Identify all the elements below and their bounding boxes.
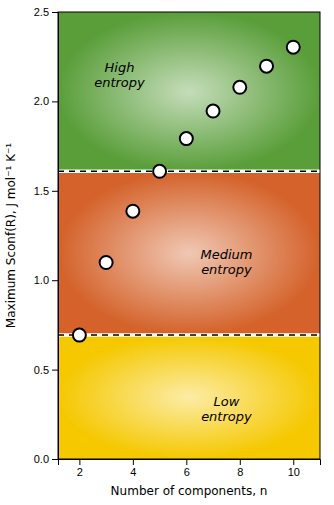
tick-mark <box>133 459 134 465</box>
tick-mark <box>52 12 58 13</box>
tick-mark <box>52 191 58 192</box>
point <box>73 329 86 342</box>
point <box>100 256 113 269</box>
region-band <box>58 335 320 459</box>
tick-mark <box>52 280 58 281</box>
tick-mark <box>52 101 58 102</box>
tick-label: 10 <box>288 466 300 478</box>
plot-frame <box>58 12 320 459</box>
x-axis: 2 4 6 8 10 <box>59 459 321 478</box>
tick: 4 <box>130 459 136 478</box>
reference-line-halo <box>58 333 320 337</box>
reference-line-halo <box>58 170 320 174</box>
tick-label: 6 <box>184 466 190 478</box>
tick: 0.0 <box>34 453 58 465</box>
point <box>287 41 300 54</box>
tick: 2.0 <box>34 95 58 107</box>
tick-label: 1.5 <box>34 185 49 197</box>
tick-mark <box>186 459 187 465</box>
tick-label: 2 <box>77 466 83 478</box>
marks <box>58 12 320 459</box>
region-label: Highentropy <box>94 60 145 90</box>
tick-mark <box>79 459 80 465</box>
point <box>207 105 220 118</box>
reference-line <box>58 171 320 173</box>
y-axis: 0.0 0.5 1.0 1.5 2.0 2.5 <box>34 6 59 465</box>
tick-label: 4 <box>130 466 136 478</box>
point <box>260 60 273 73</box>
tick: 10 <box>288 459 300 478</box>
axis-line <box>59 460 321 466</box>
region-label: Mediumentropy <box>200 247 252 277</box>
tick-label: 8 <box>237 466 243 478</box>
region-label: Lowentropy <box>201 394 252 424</box>
tick: 1.5 <box>34 185 58 197</box>
plot: 2 4 6 8 10 0.0 0.5 1.0 1.5 2.0 2.5 Lowentropy Medium… <box>34 6 321 478</box>
tick: 0.5 <box>34 364 58 376</box>
reference-line <box>58 334 320 336</box>
tick-mark <box>293 459 294 465</box>
tick-label: 1.0 <box>34 274 49 286</box>
tick-mark <box>240 459 241 465</box>
tick: 2.5 <box>34 6 58 18</box>
tick-label: 2.5 <box>34 6 49 18</box>
tick: 8 <box>237 459 243 478</box>
tick-mark <box>52 370 58 371</box>
tick-mark <box>52 459 58 460</box>
point <box>126 205 139 218</box>
point <box>153 165 166 178</box>
tick-label: 0.0 <box>34 453 49 465</box>
region-band <box>58 12 320 171</box>
tick: 6 <box>184 459 190 478</box>
point <box>233 81 246 94</box>
x-axis-title: Number of components, n <box>111 484 268 498</box>
tick: 1.0 <box>34 274 58 286</box>
tick-label: 0.5 <box>34 364 49 376</box>
chart: 2 4 6 8 10 0.0 0.5 1.0 1.5 2.0 2.5 Lowentropy Medium… <box>0 0 334 505</box>
point <box>180 132 193 145</box>
region-band <box>58 171 320 335</box>
tick-label: 2.0 <box>34 95 49 107</box>
y-axis-title: Maximum Sconf(R), J mol⁻¹ K⁻¹ <box>4 143 18 329</box>
tick: 2 <box>77 459 83 478</box>
